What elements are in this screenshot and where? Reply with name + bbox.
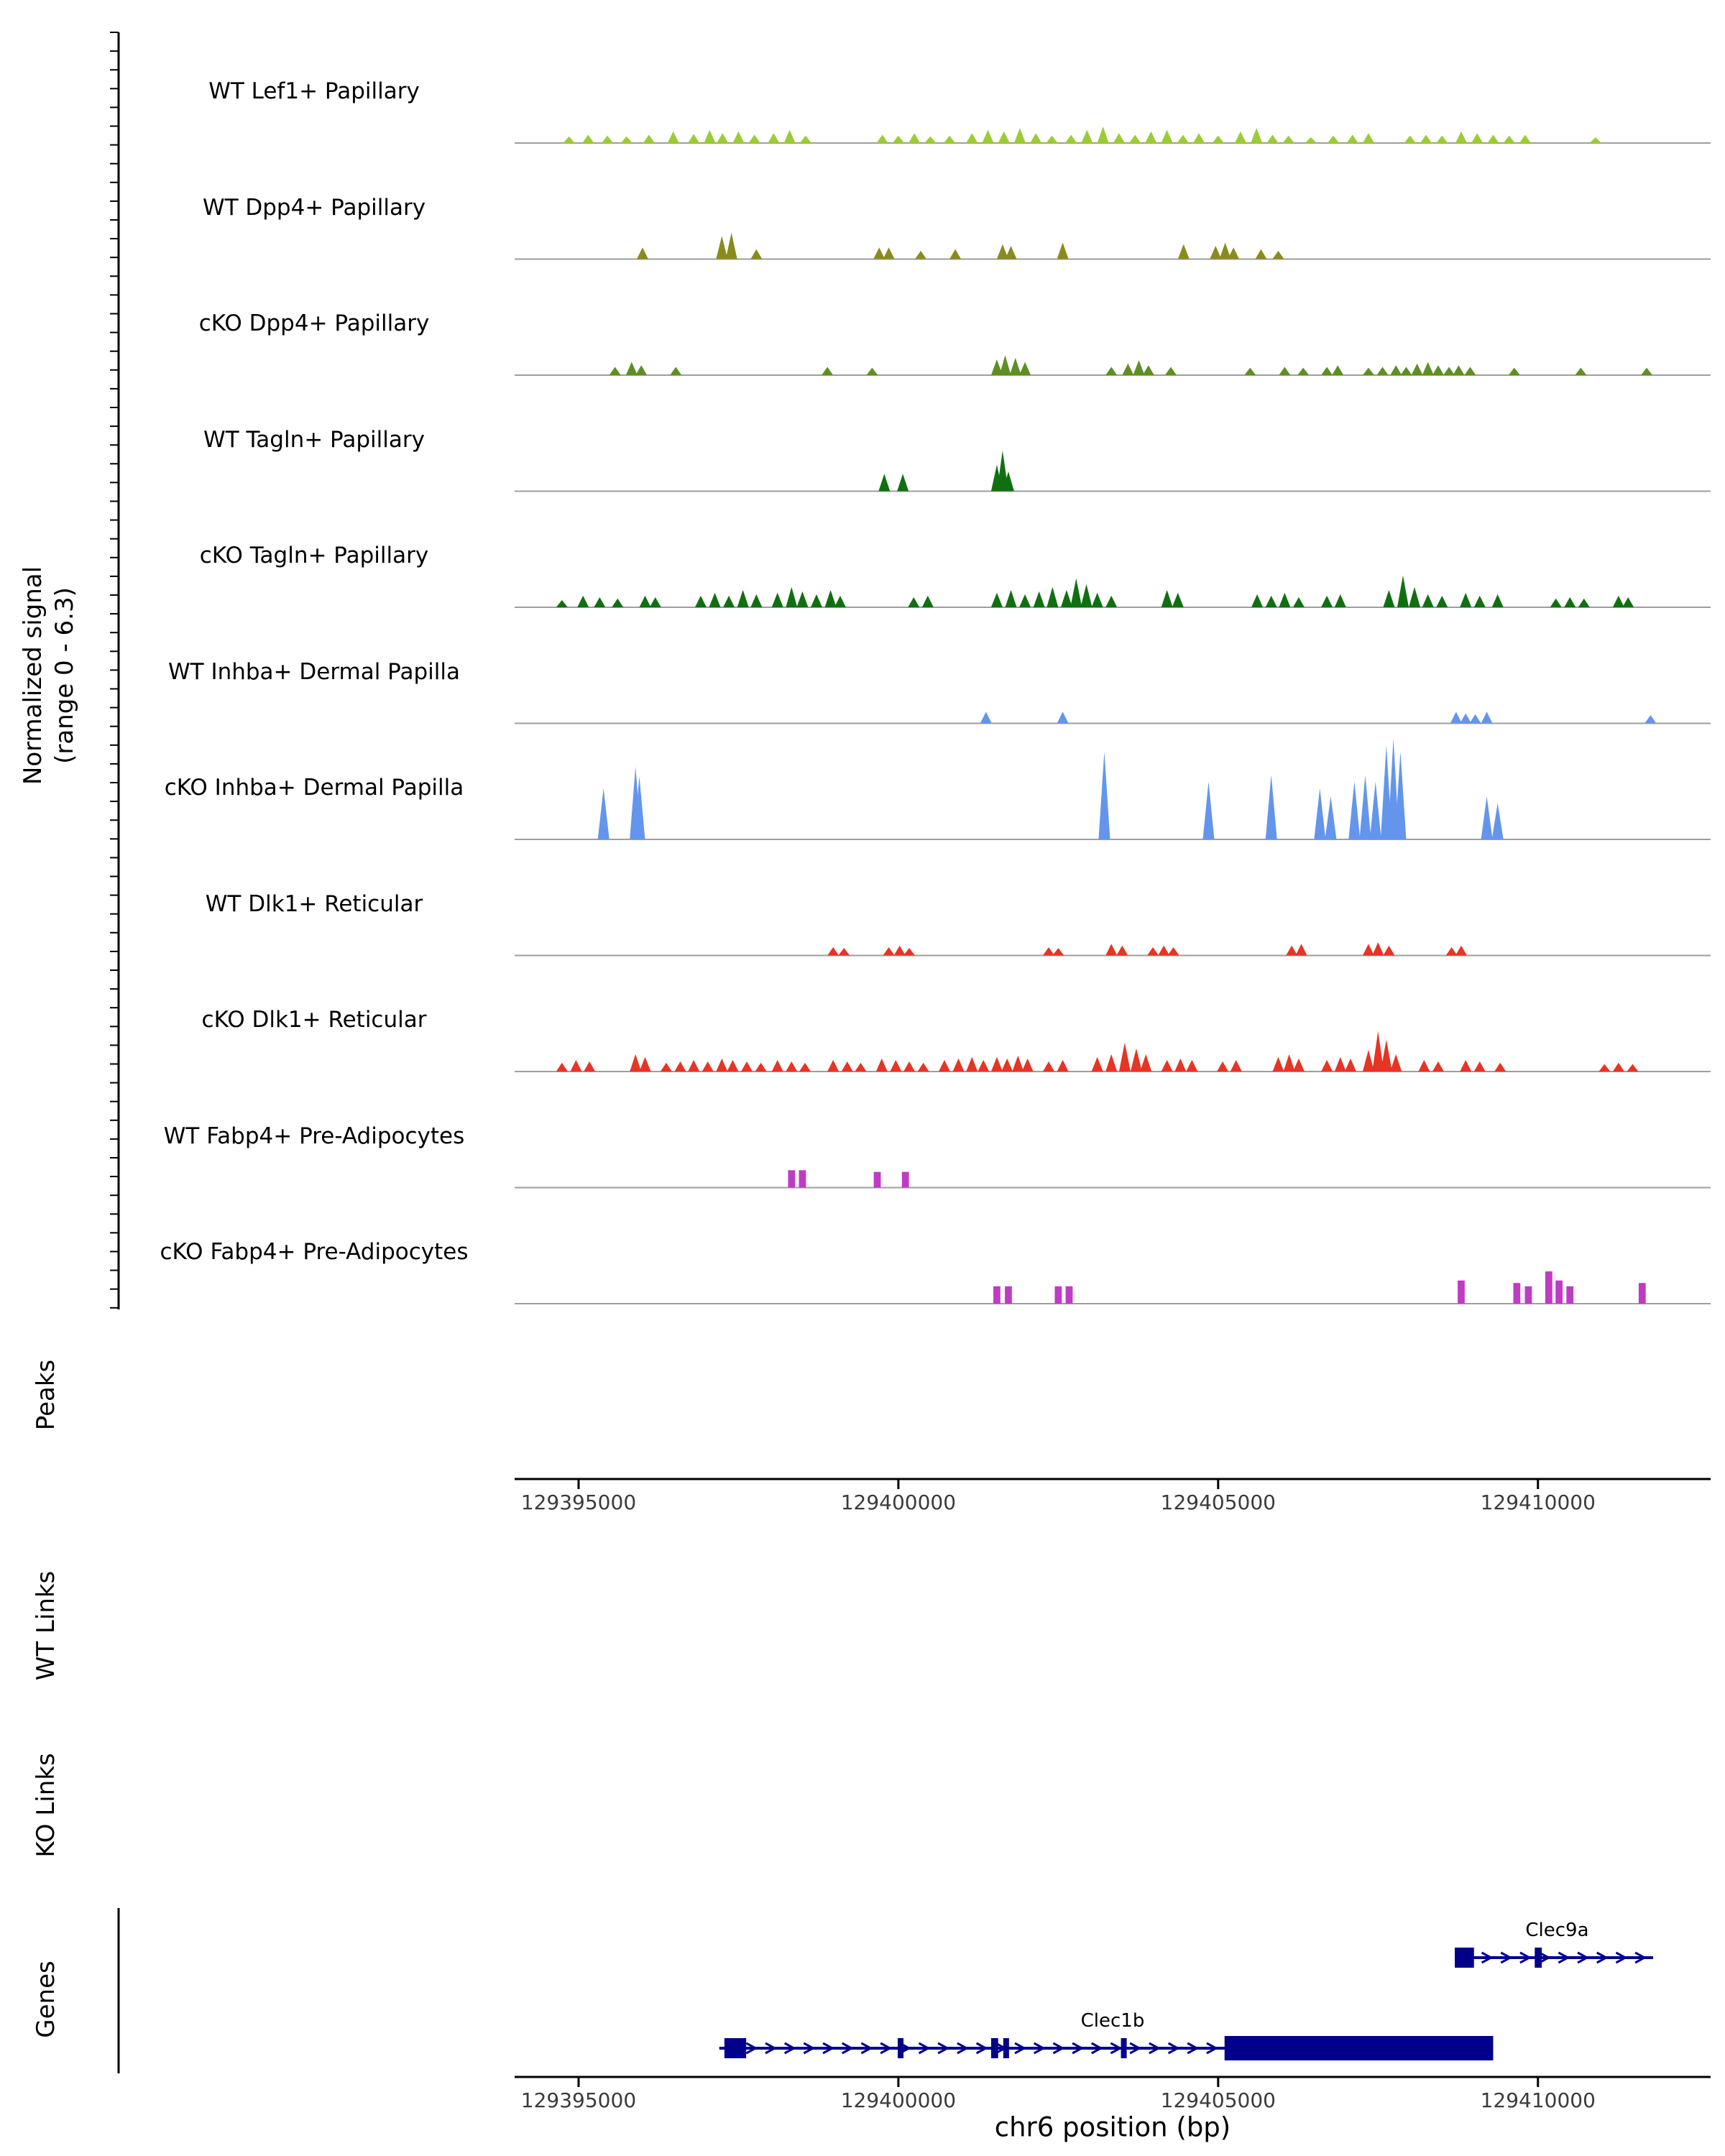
coverage-track-3	[878, 451, 1014, 492]
section-label-ko-links: KO Links	[32, 1753, 60, 1858]
y-axis-label-line1: Normalized signal	[18, 566, 47, 786]
y-axis-label-line2: (range 0 - 6.3)	[50, 587, 79, 764]
coverage-track-6	[597, 738, 1504, 839]
track-label-1: WT Dpp4+ Papillary	[202, 194, 426, 221]
track-label-4: cKO Tagln+ Papillary	[199, 543, 429, 568]
signal-axis	[110, 32, 120, 1309]
genome-axis-bottom	[515, 2076, 1711, 2087]
gene-label-Clec1b: Clec1b	[1080, 2010, 1145, 2032]
section-label-peaks: Peaks	[32, 1359, 60, 1431]
track-label-7: WT Dlk1+ Reticular	[205, 890, 423, 917]
track-label-0: WT Lef1+ Papillary	[208, 78, 420, 104]
gene-model-Clec9a	[1455, 1948, 1653, 1968]
track-label-2: cKO Dpp4+ Papillary	[198, 310, 430, 336]
genome-axis-bottom-tick-3: 129410000	[1480, 2088, 1596, 2112]
track-label-6: cKO Inhba+ Dermal Papilla	[164, 775, 464, 801]
genome-axis-middle-tick-2: 129405000	[1160, 1491, 1276, 1514]
coverage-track-8	[556, 1031, 1639, 1072]
genome-axis-middle	[515, 1478, 1711, 1489]
coverage-track-4	[556, 575, 1634, 607]
genome-axis-bottom-tick-1: 129400000	[840, 2088, 957, 2112]
track-label-10: cKO Fabp4+ Pre-Adipocytes	[160, 1239, 469, 1265]
coverage-track-10	[993, 1271, 1646, 1304]
coverage-track-1	[636, 232, 1284, 259]
section-label-wt-links: WT Links	[32, 1570, 60, 1681]
track-label-5: WT Inhba+ Dermal Papilla	[168, 658, 460, 685]
coverage-track-7	[827, 942, 1467, 956]
coverage-track-0	[563, 126, 1601, 143]
gene-model-Clec1b	[719, 2036, 1494, 2060]
coverage-track-2	[609, 355, 1653, 375]
genome-axis-middle-tick-0: 129395000	[520, 1491, 637, 1514]
y-axis-label: Normalized signal (range 0 - 6.3)	[17, 566, 80, 785]
section-label-genes: Genes	[32, 1961, 60, 2038]
x-axis-label: chr6 position (bp)	[994, 2111, 1231, 2143]
track-label-8: cKO Dlk1+ Reticular	[201, 1007, 427, 1033]
genome-axis-bottom-tick-2: 129405000	[1160, 2088, 1276, 2112]
genome-axis-middle-tick-1: 129400000	[840, 1491, 957, 1514]
gene-label-Clec9a: Clec9a	[1525, 1920, 1589, 1941]
track-label-3: WT Tagln+ Papillary	[203, 426, 425, 453]
coverage-track-5	[980, 711, 1657, 724]
genome-axis-bottom-tick-0: 129395000	[520, 2088, 637, 2112]
track-label-9: WT Fabp4+ Pre-Adipocytes	[163, 1123, 465, 1149]
genome-axis-middle-tick-3: 129410000	[1480, 1491, 1596, 1514]
coverage-track-9	[788, 1170, 909, 1188]
